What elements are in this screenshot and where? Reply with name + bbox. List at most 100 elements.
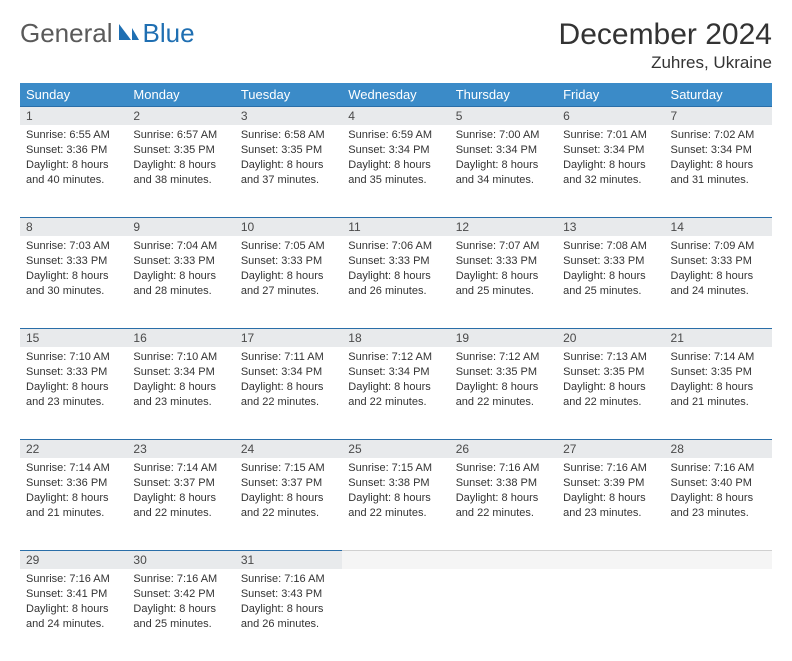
title-block: December 2024 Zuhres, Ukraine	[559, 18, 772, 73]
sail-icon	[115, 18, 141, 49]
weekday-header-row: SundayMondayTuesdayWednesdayThursdayFrid…	[20, 83, 772, 106]
week-content-row: Sunrise: 7:14 AMSunset: 3:36 PMDaylight:…	[20, 458, 772, 550]
sunset-line: Sunset: 3:33 PM	[456, 254, 551, 269]
sunset-line: Sunset: 3:35 PM	[133, 143, 228, 158]
daylight-line: Daylight: 8 hours and 22 minutes.	[241, 380, 336, 410]
day-details: Sunrise: 7:05 AMSunset: 3:33 PMDaylight:…	[235, 236, 342, 304]
day-number: 18	[342, 328, 449, 347]
day-number: 5	[450, 106, 557, 125]
sunrise-line: Sunrise: 7:04 AM	[133, 239, 228, 254]
day-number-cell	[342, 550, 449, 569]
sunset-line: Sunset: 3:35 PM	[563, 365, 658, 380]
week-content-row: Sunrise: 6:55 AMSunset: 3:36 PMDaylight:…	[20, 125, 772, 217]
sunrise-line: Sunrise: 7:14 AM	[671, 350, 766, 365]
day-number: 3	[235, 106, 342, 125]
daylight-line: Daylight: 8 hours and 31 minutes.	[671, 158, 766, 188]
daylight-line: Daylight: 8 hours and 32 minutes.	[563, 158, 658, 188]
sunrise-line: Sunrise: 7:16 AM	[241, 572, 336, 587]
day-cell: Sunrise: 7:04 AMSunset: 3:33 PMDaylight:…	[127, 236, 234, 328]
daylight-line: Daylight: 8 hours and 24 minutes.	[26, 602, 121, 632]
day-number: 16	[127, 328, 234, 347]
sunrise-line: Sunrise: 7:11 AM	[241, 350, 336, 365]
day-number: 31	[235, 550, 342, 569]
day-details: Sunrise: 7:12 AMSunset: 3:34 PMDaylight:…	[342, 347, 449, 415]
sunrise-line: Sunrise: 7:02 AM	[671, 128, 766, 143]
day-number: 19	[450, 328, 557, 347]
sunrise-line: Sunrise: 7:06 AM	[348, 239, 443, 254]
day-number-cell: 12	[450, 217, 557, 236]
sunrise-line: Sunrise: 7:01 AM	[563, 128, 658, 143]
empty-day-cell	[342, 569, 449, 661]
day-number-cell	[557, 550, 664, 569]
brand-part2: Blue	[143, 18, 195, 49]
day-number-cell: 13	[557, 217, 664, 236]
daylight-line: Daylight: 8 hours and 38 minutes.	[133, 158, 228, 188]
sunrise-line: Sunrise: 7:15 AM	[241, 461, 336, 476]
day-details: Sunrise: 6:59 AMSunset: 3:34 PMDaylight:…	[342, 125, 449, 193]
day-details: Sunrise: 7:08 AMSunset: 3:33 PMDaylight:…	[557, 236, 664, 304]
sunrise-line: Sunrise: 7:15 AM	[348, 461, 443, 476]
day-number: 27	[557, 439, 664, 458]
day-number-cell: 1	[20, 106, 127, 125]
day-cell: Sunrise: 7:10 AMSunset: 3:34 PMDaylight:…	[127, 347, 234, 439]
day-number: 2	[127, 106, 234, 125]
sunset-line: Sunset: 3:35 PM	[456, 365, 551, 380]
week-daynum-row: 891011121314	[20, 217, 772, 236]
day-cell: Sunrise: 7:12 AMSunset: 3:35 PMDaylight:…	[450, 347, 557, 439]
sunset-line: Sunset: 3:35 PM	[241, 143, 336, 158]
sunset-line: Sunset: 3:42 PM	[133, 587, 228, 602]
day-cell: Sunrise: 7:03 AMSunset: 3:33 PMDaylight:…	[20, 236, 127, 328]
empty-day-number	[557, 550, 664, 569]
sunrise-line: Sunrise: 7:13 AM	[563, 350, 658, 365]
sunrise-line: Sunrise: 7:16 AM	[26, 572, 121, 587]
day-number: 10	[235, 217, 342, 236]
day-cell: Sunrise: 7:14 AMSunset: 3:36 PMDaylight:…	[20, 458, 127, 550]
day-cell: Sunrise: 7:06 AMSunset: 3:33 PMDaylight:…	[342, 236, 449, 328]
sunset-line: Sunset: 3:33 PM	[348, 254, 443, 269]
day-number: 7	[665, 106, 772, 125]
day-cell: Sunrise: 7:16 AMSunset: 3:38 PMDaylight:…	[450, 458, 557, 550]
daylight-line: Daylight: 8 hours and 35 minutes.	[348, 158, 443, 188]
day-details: Sunrise: 6:57 AMSunset: 3:35 PMDaylight:…	[127, 125, 234, 193]
day-number-cell: 30	[127, 550, 234, 569]
day-number: 15	[20, 328, 127, 347]
day-details: Sunrise: 7:01 AMSunset: 3:34 PMDaylight:…	[557, 125, 664, 193]
sunset-line: Sunset: 3:36 PM	[26, 143, 121, 158]
sunset-line: Sunset: 3:34 PM	[348, 143, 443, 158]
day-number-cell: 6	[557, 106, 664, 125]
day-cell: Sunrise: 7:05 AMSunset: 3:33 PMDaylight:…	[235, 236, 342, 328]
day-number-cell	[665, 550, 772, 569]
month-title: December 2024	[559, 18, 772, 51]
day-number: 24	[235, 439, 342, 458]
day-details: Sunrise: 6:58 AMSunset: 3:35 PMDaylight:…	[235, 125, 342, 193]
sunset-line: Sunset: 3:37 PM	[241, 476, 336, 491]
day-number-cell: 19	[450, 328, 557, 347]
sunrise-line: Sunrise: 7:09 AM	[671, 239, 766, 254]
daylight-line: Daylight: 8 hours and 23 minutes.	[563, 491, 658, 521]
day-cell: Sunrise: 7:07 AMSunset: 3:33 PMDaylight:…	[450, 236, 557, 328]
day-cell: Sunrise: 7:15 AMSunset: 3:37 PMDaylight:…	[235, 458, 342, 550]
sunrise-line: Sunrise: 7:16 AM	[563, 461, 658, 476]
weekday-header: Wednesday	[342, 83, 449, 106]
daylight-line: Daylight: 8 hours and 25 minutes.	[133, 602, 228, 632]
day-cell: Sunrise: 7:09 AMSunset: 3:33 PMDaylight:…	[665, 236, 772, 328]
day-number-cell: 31	[235, 550, 342, 569]
day-cell: Sunrise: 7:11 AMSunset: 3:34 PMDaylight:…	[235, 347, 342, 439]
sunset-line: Sunset: 3:33 PM	[133, 254, 228, 269]
calendar-page: General Blue December 2024 Zuhres, Ukrai…	[0, 0, 792, 612]
day-details: Sunrise: 7:14 AMSunset: 3:36 PMDaylight:…	[20, 458, 127, 526]
day-number: 29	[20, 550, 127, 569]
day-cell: Sunrise: 7:00 AMSunset: 3:34 PMDaylight:…	[450, 125, 557, 217]
sunrise-line: Sunrise: 7:12 AM	[456, 350, 551, 365]
day-cell: Sunrise: 7:14 AMSunset: 3:35 PMDaylight:…	[665, 347, 772, 439]
day-details: Sunrise: 7:10 AMSunset: 3:33 PMDaylight:…	[20, 347, 127, 415]
day-cell: Sunrise: 7:02 AMSunset: 3:34 PMDaylight:…	[665, 125, 772, 217]
daylight-line: Daylight: 8 hours and 40 minutes.	[26, 158, 121, 188]
week-content-row: Sunrise: 7:16 AMSunset: 3:41 PMDaylight:…	[20, 569, 772, 661]
day-number-cell: 14	[665, 217, 772, 236]
weekday-header: Sunday	[20, 83, 127, 106]
sunrise-line: Sunrise: 7:16 AM	[133, 572, 228, 587]
weekday-header: Thursday	[450, 83, 557, 106]
weekday-header: Friday	[557, 83, 664, 106]
sunrise-line: Sunrise: 7:16 AM	[456, 461, 551, 476]
